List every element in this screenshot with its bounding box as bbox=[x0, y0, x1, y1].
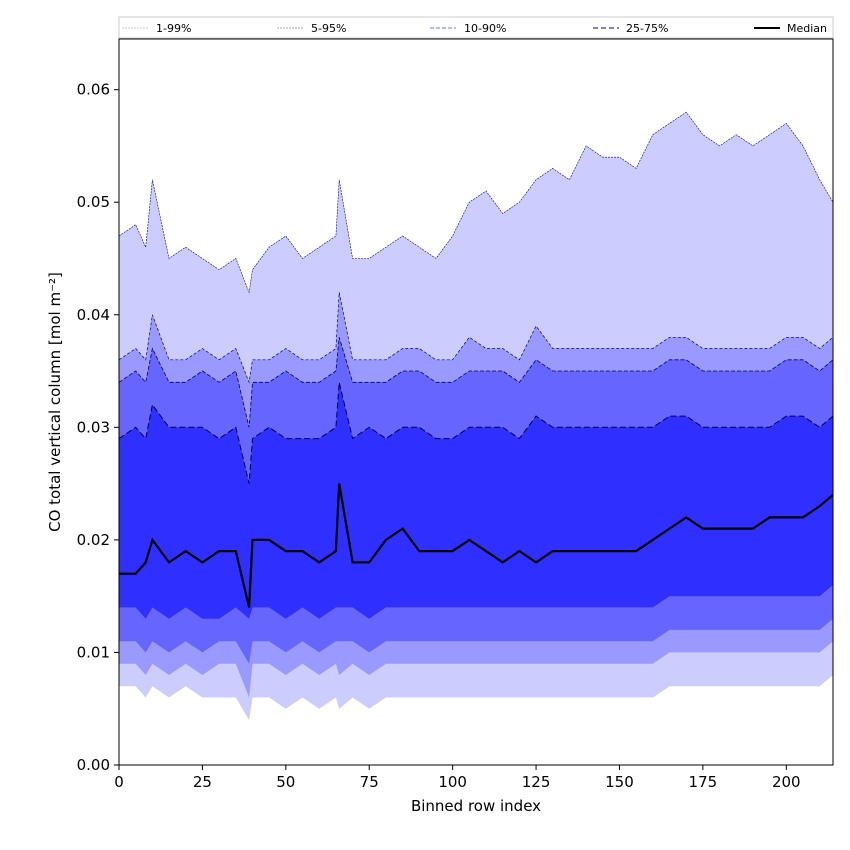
x-tick-label-0: 0 bbox=[114, 773, 124, 791]
legend-label-25-75: 25-75% bbox=[626, 22, 668, 35]
legend: 1-99% 5-95% 10-90% 25-75% Median bbox=[118, 16, 834, 39]
y-tick-label-0: 0.00 bbox=[77, 756, 110, 774]
x-axis-label: Binned row index bbox=[411, 797, 541, 815]
y-tick-label-1: 0.01 bbox=[77, 643, 110, 661]
edge-p95 bbox=[118, 292, 834, 384]
x-tick-label-150: 150 bbox=[605, 773, 634, 791]
x-tick-label-175: 175 bbox=[689, 773, 718, 791]
y-ticks: 0.00 0.01 0.02 0.03 0.04 0.05 0.06 bbox=[77, 81, 119, 774]
plot-frame bbox=[118, 38, 834, 766]
y-tick-label-4: 0.04 bbox=[77, 306, 110, 324]
edge-p99 bbox=[118, 111, 834, 294]
x-tick-label-100: 100 bbox=[438, 773, 467, 791]
y-tick-label-6: 0.06 bbox=[77, 81, 110, 99]
y-axis-label: CO total vertical column [mol m⁻²] bbox=[46, 272, 64, 532]
x-ticks: 0 25 50 75 100 125 150 175 200 bbox=[114, 765, 801, 791]
legend-box bbox=[118, 16, 834, 39]
band-25-75 bbox=[119, 382, 833, 619]
x-tick-label-25: 25 bbox=[193, 773, 212, 791]
median-line bbox=[119, 483, 834, 608]
legend-label-5-95: 5-95% bbox=[311, 22, 346, 35]
x-tick-label-200: 200 bbox=[772, 773, 801, 791]
edge-p90 bbox=[118, 337, 834, 428]
x-tick-label-50: 50 bbox=[276, 773, 295, 791]
legend-label-1-99: 1-99% bbox=[156, 22, 191, 35]
y-tick-label-3: 0.03 bbox=[77, 418, 110, 436]
x-tick-label-125: 125 bbox=[522, 773, 551, 791]
plot-area bbox=[118, 111, 834, 720]
legend-label-median: Median bbox=[787, 22, 827, 35]
y-tick-label-5: 0.05 bbox=[77, 193, 110, 211]
legend-label-10-90: 10-90% bbox=[464, 22, 506, 35]
x-tick-label-75: 75 bbox=[360, 773, 379, 791]
y-tick-label-2: 0.02 bbox=[77, 531, 110, 549]
edge-p75 bbox=[118, 382, 834, 484]
